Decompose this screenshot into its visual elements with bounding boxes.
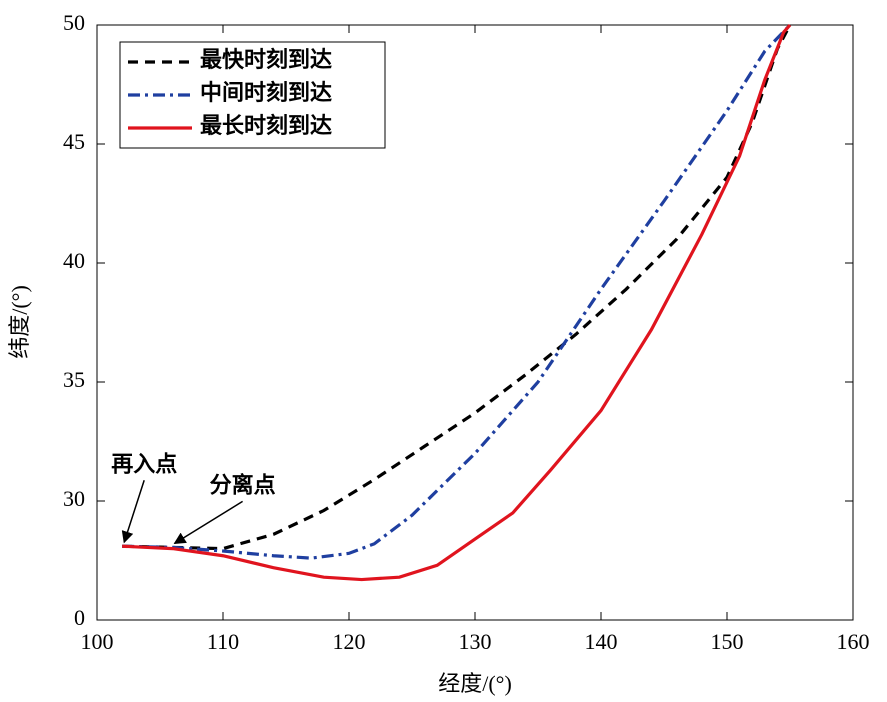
x-axis-label: 经度/(°) xyxy=(438,671,512,696)
y-tick-label: 35 xyxy=(63,367,85,392)
annotation-arrow xyxy=(121,479,145,544)
x-tick-label: 110 xyxy=(207,629,239,654)
x-tick-label: 120 xyxy=(333,629,366,654)
series-line xyxy=(122,23,792,560)
series-line xyxy=(122,23,792,582)
legend-label: 最快时刻到达 xyxy=(200,47,332,72)
y-tick-label: 50 xyxy=(63,10,85,35)
legend-box xyxy=(119,41,386,149)
x-tick-label: 160 xyxy=(837,629,870,654)
y-tick-label: 40 xyxy=(63,248,85,273)
legend-label: 最长时刻到达 xyxy=(200,113,332,138)
x-tick-label: 130 xyxy=(459,629,492,654)
annotation: 再入点 xyxy=(111,451,177,476)
x-tick-label: 150 xyxy=(711,629,744,654)
y-axis-label: 纬度/(°) xyxy=(7,285,32,359)
y-tick-label: 45 xyxy=(63,129,85,154)
annotation-arrow xyxy=(173,500,243,545)
x-tick-label: 100 xyxy=(81,629,114,654)
y-tick-label: 0 xyxy=(74,605,85,630)
x-tick-label: 140 xyxy=(585,629,618,654)
annotation: 分离点 xyxy=(210,472,276,497)
y-tick-label: 30 xyxy=(63,486,85,511)
series-line xyxy=(122,24,792,551)
legend-label: 中间时刻到达 xyxy=(200,80,332,105)
